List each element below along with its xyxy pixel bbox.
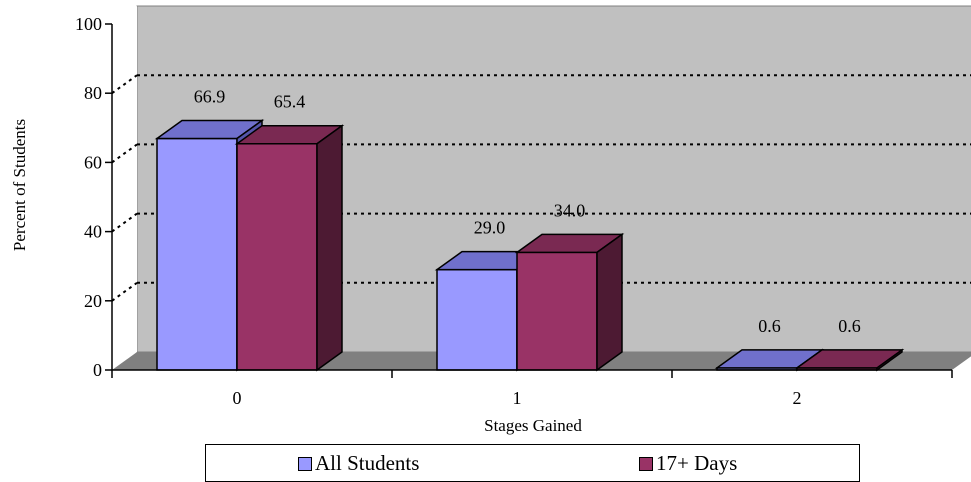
y-tick-label: 20 bbox=[84, 291, 102, 311]
x-axis-title: Stages Gained bbox=[484, 416, 582, 435]
data-label: 0.6 bbox=[838, 316, 861, 336]
y-tick-label: 60 bbox=[84, 152, 102, 172]
data-label: 65.4 bbox=[274, 92, 306, 112]
x-tick-label: 0 bbox=[233, 388, 242, 408]
legend-label-all-students: All Students bbox=[315, 451, 420, 475]
bar bbox=[234, 124, 345, 372]
data-label: 29.0 bbox=[474, 218, 506, 238]
x-tick-label: 1 bbox=[513, 388, 522, 408]
bar-side bbox=[316, 124, 343, 372]
legend-item-17-days: 17+ Days bbox=[639, 451, 737, 476]
legend-item-all-students: All Students bbox=[298, 451, 419, 476]
data-label: 34.0 bbox=[554, 200, 586, 220]
bars bbox=[154, 119, 905, 372]
y-tick-label: 100 bbox=[75, 14, 102, 34]
y-tick-label: 40 bbox=[84, 222, 102, 242]
bar bbox=[794, 348, 905, 372]
y-tick-label: 0 bbox=[93, 360, 102, 380]
grid-depth-line bbox=[111, 74, 138, 95]
legend-label-17-days: 17+ Days bbox=[656, 451, 738, 475]
data-label: 66.9 bbox=[194, 87, 226, 107]
y-tick-label: 80 bbox=[84, 83, 102, 103]
data-labels: 66.9 65.4 29.0 34.0 0.6 0.6 bbox=[194, 87, 861, 336]
bar-front bbox=[236, 142, 318, 371]
bar-front bbox=[436, 268, 518, 371]
data-label: 0.6 bbox=[758, 316, 781, 336]
grid-depth-line bbox=[111, 143, 138, 164]
side-wall bbox=[112, 6, 137, 370]
bar-front bbox=[156, 137, 238, 371]
legend: All Students 17+ Days bbox=[205, 444, 860, 482]
bar bbox=[514, 232, 625, 372]
grid-depth-line bbox=[111, 281, 138, 302]
bar-side bbox=[596, 232, 623, 372]
x-tick-label: 2 bbox=[793, 388, 802, 408]
bar-front bbox=[516, 251, 598, 371]
legend-swatch-17-days bbox=[639, 456, 653, 471]
axes: 0 20 40 60 80 100 0 1 2 bbox=[75, 14, 953, 408]
grid-depth-line bbox=[111, 212, 138, 233]
legend-swatch-all-students bbox=[298, 456, 312, 471]
y-axis-title: Percent of Students bbox=[10, 119, 29, 251]
